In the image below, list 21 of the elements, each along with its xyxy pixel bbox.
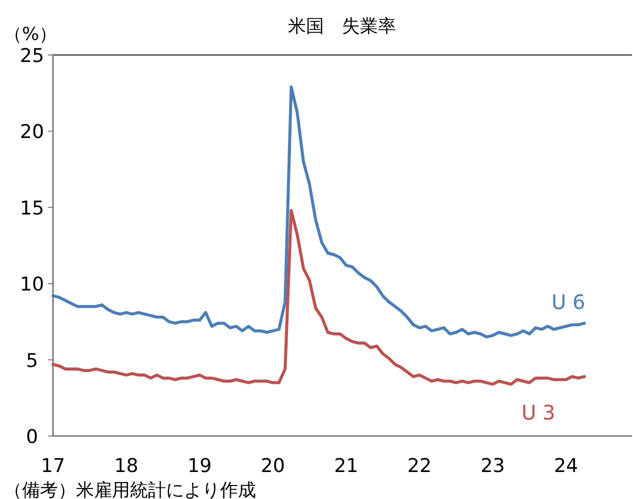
y-tick-label: 20	[20, 121, 44, 144]
y-axis-title: （%）	[4, 24, 58, 45]
x-tick-label: 20	[260, 455, 285, 477]
line-series	[52, 208, 586, 386]
series-label: U 3	[521, 400, 556, 425]
x-tick-label: 24	[554, 455, 578, 477]
x-tick-label: 17	[40, 455, 66, 477]
line-series	[52, 86, 586, 338]
y-tick-label: 10	[20, 274, 44, 296]
x-tick-label: 18	[114, 455, 138, 477]
x-tick-label: 22	[407, 455, 432, 477]
y-tick-label: 15	[20, 197, 44, 220]
y-tick-label: 0	[26, 426, 38, 448]
x-tick-label: 23	[480, 455, 505, 477]
x-tick-label: 21	[334, 455, 358, 477]
y-tick-label: 5	[26, 350, 38, 372]
text: （備考）米雇用統計により作成	[4, 480, 256, 499]
x-tick-label: 19	[187, 455, 212, 477]
series-label: U 6	[551, 290, 586, 314]
chart-title: 米国 失業率	[288, 16, 396, 37]
y-tick-label: 25	[20, 45, 44, 67]
